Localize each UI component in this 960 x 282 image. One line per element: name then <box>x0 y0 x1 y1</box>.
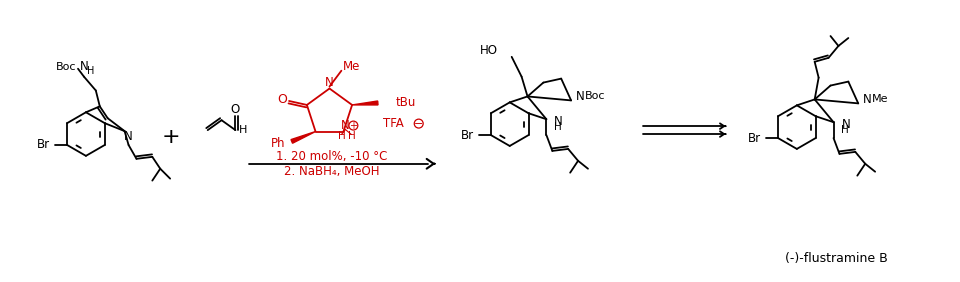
Text: Br: Br <box>36 138 50 151</box>
Text: N: N <box>842 118 851 131</box>
Text: N: N <box>576 90 585 103</box>
Text: O: O <box>230 103 240 116</box>
Polygon shape <box>291 131 316 143</box>
Text: Boc: Boc <box>56 62 77 72</box>
Text: N: N <box>80 60 88 73</box>
Text: N: N <box>554 115 564 128</box>
Text: Me: Me <box>872 94 889 104</box>
Text: N: N <box>124 129 132 142</box>
Text: −: − <box>414 119 423 129</box>
Text: (-)-flustramine B: (-)-flustramine B <box>785 252 888 265</box>
Text: Br: Br <box>461 129 473 142</box>
Text: H: H <box>554 122 562 132</box>
Text: N: N <box>325 76 334 89</box>
Text: Br: Br <box>748 131 760 145</box>
Text: tBu: tBu <box>396 96 416 109</box>
Text: H: H <box>842 125 850 135</box>
Text: HO: HO <box>480 44 498 58</box>
Text: N: N <box>863 93 872 106</box>
Text: O: O <box>277 92 287 105</box>
Polygon shape <box>352 101 378 105</box>
Text: N: N <box>341 119 349 132</box>
Text: 2. NaBH₄, MeOH: 2. NaBH₄, MeOH <box>284 165 379 178</box>
Text: H: H <box>239 125 248 135</box>
Text: H: H <box>348 131 355 142</box>
Text: +: + <box>162 127 180 147</box>
Text: 1. 20 mol%, -10 °C: 1. 20 mol%, -10 °C <box>276 150 387 163</box>
Text: Boc: Boc <box>585 91 606 102</box>
Text: Me: Me <box>343 60 360 73</box>
Text: Ph: Ph <box>271 137 285 150</box>
Text: +: + <box>349 121 357 131</box>
Text: TFA: TFA <box>383 117 403 130</box>
Text: H: H <box>338 131 346 142</box>
Text: H: H <box>87 66 94 76</box>
